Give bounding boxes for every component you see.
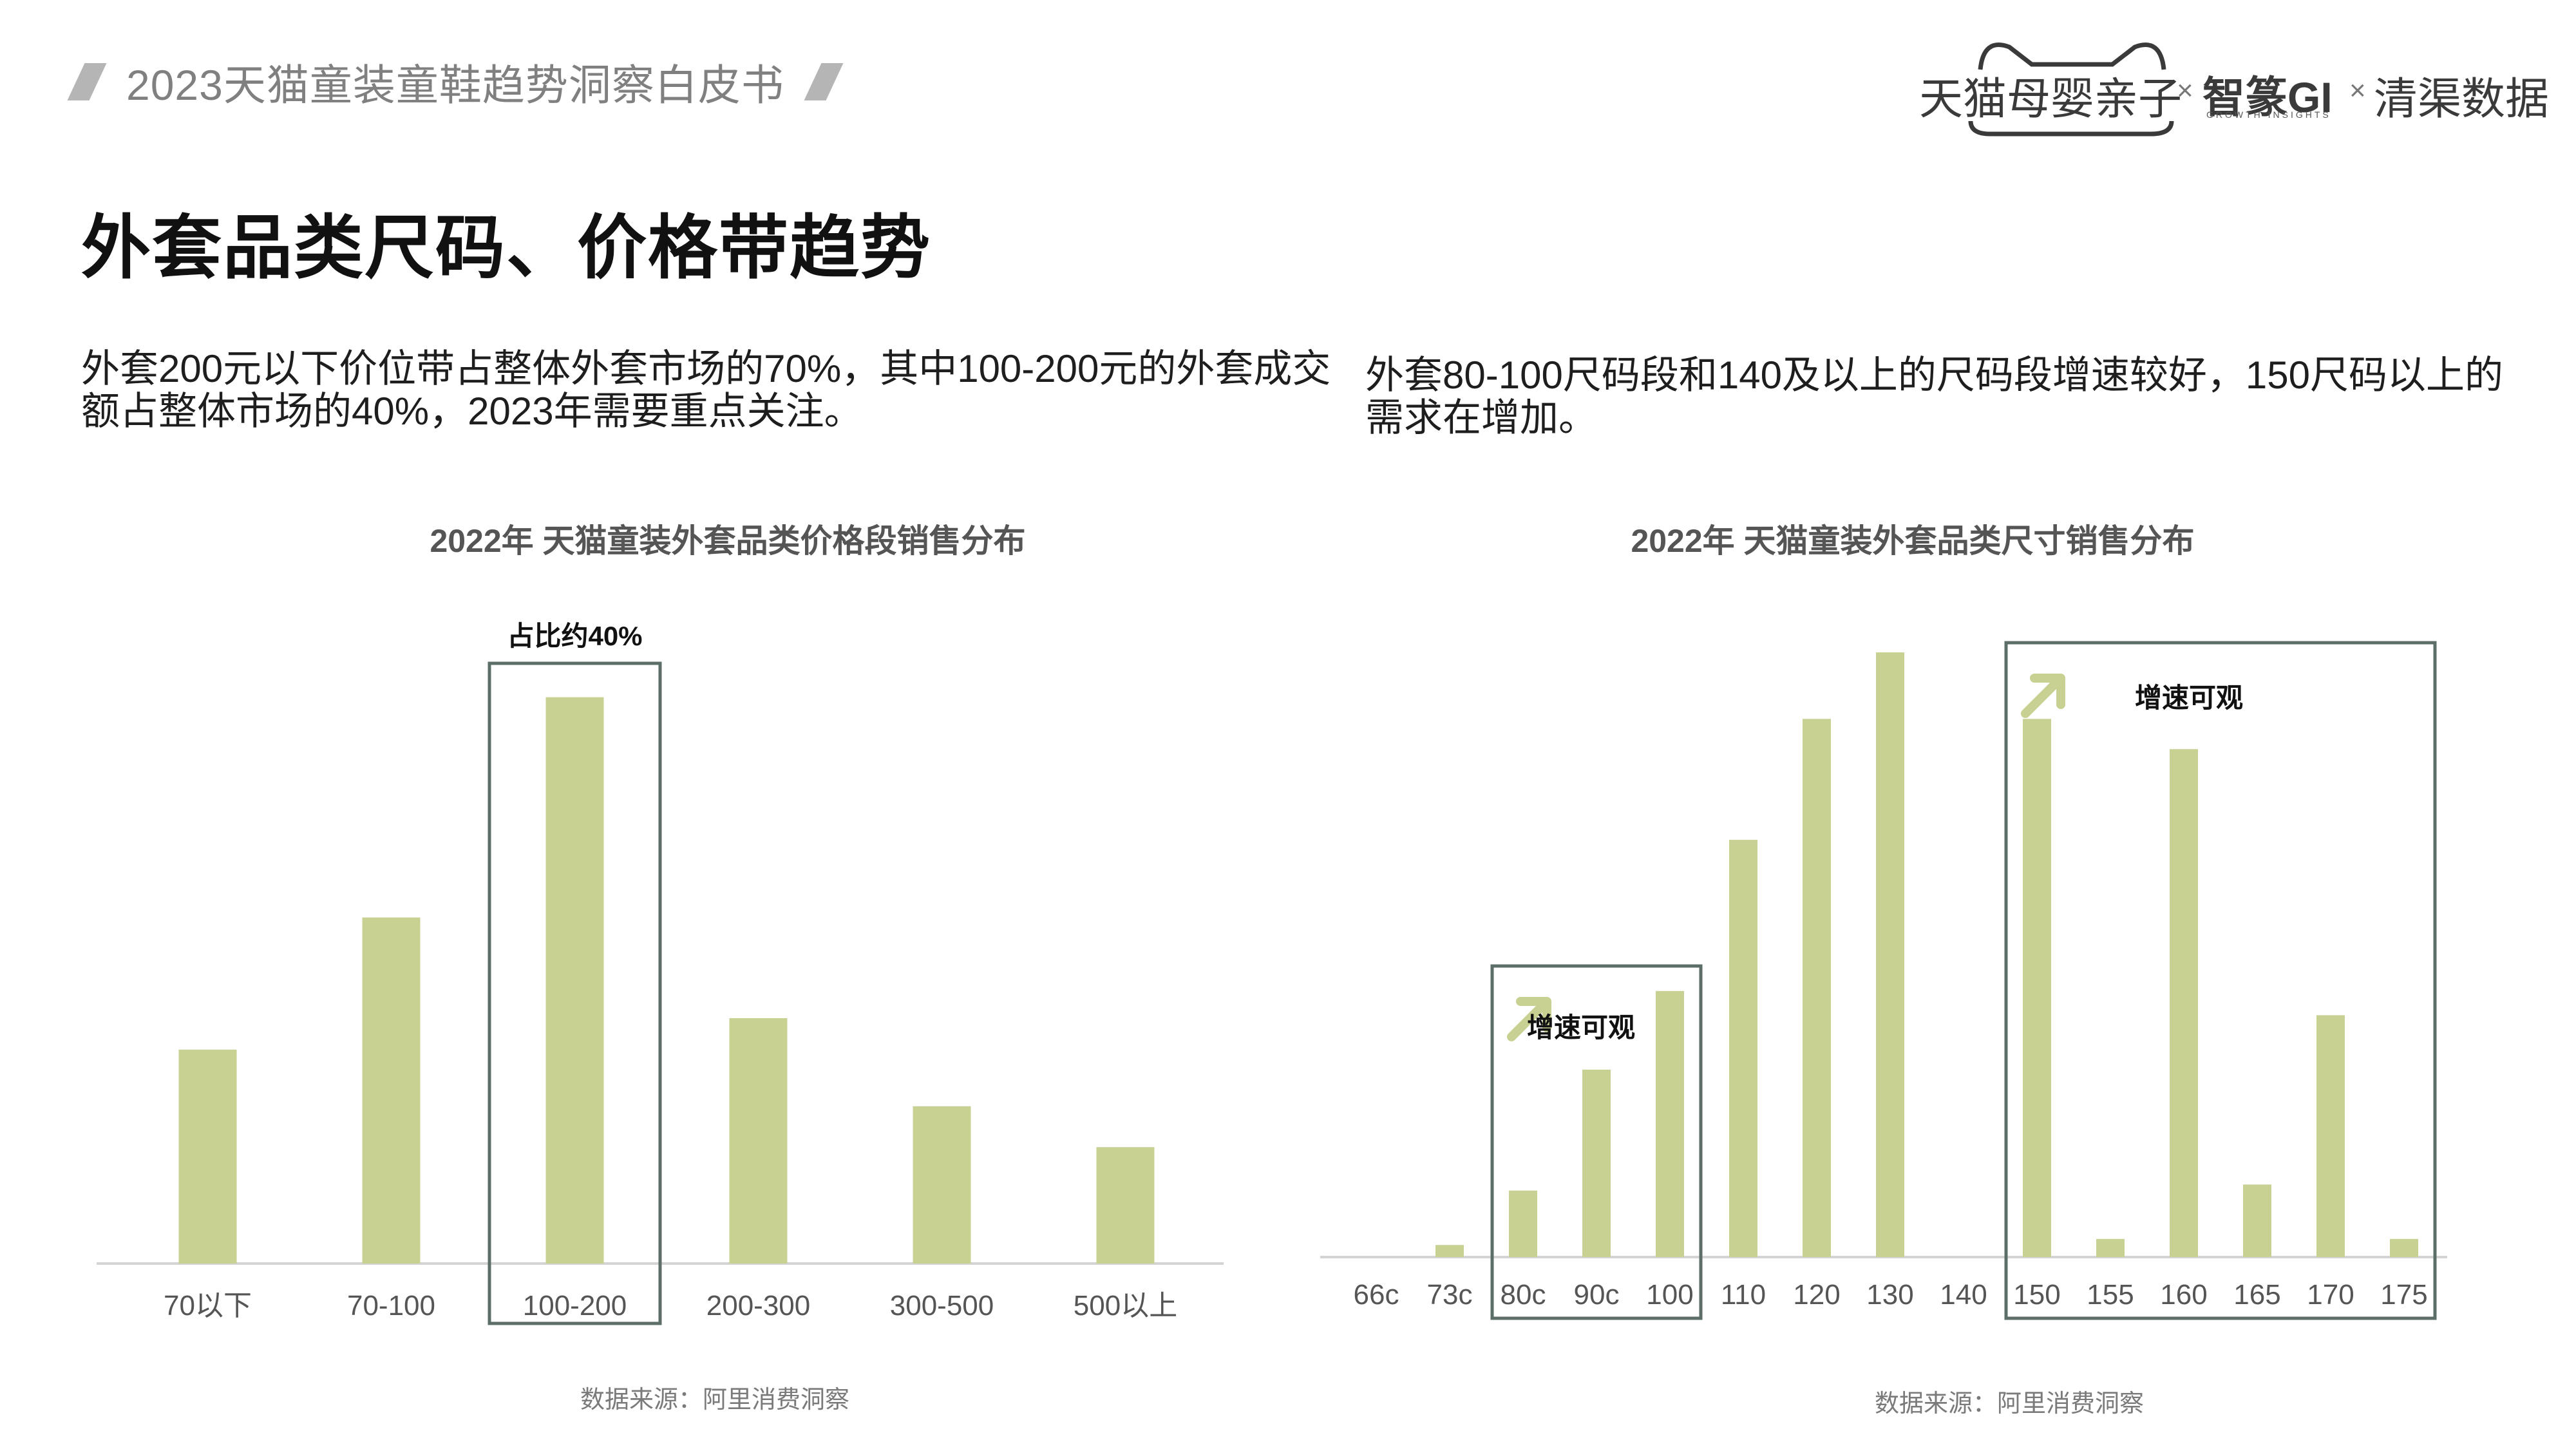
bar-165 [2243, 1184, 2271, 1257]
logo-tmall-baby: 天猫母婴亲子 [1919, 75, 2183, 124]
bar-150 [2023, 719, 2051, 1257]
logo-times-sign: × [2177, 75, 2193, 106]
bar-500以上 [1096, 1147, 1155, 1264]
tick-label: 175 [2380, 1279, 2427, 1311]
bar-170 [2316, 1015, 2345, 1257]
tick-label: 130 [1866, 1279, 1913, 1311]
tick-label: 150 [2013, 1279, 2060, 1311]
tick-label: 110 [1721, 1279, 1766, 1311]
highlight-annotation: 增速可观 [1527, 1012, 1635, 1043]
highlight-annotation: 占比约40% [507, 621, 642, 651]
tick-label: 170 [2307, 1279, 2354, 1311]
logo-growth-insights: 智篆GI [2202, 73, 2333, 121]
bar-90c [1582, 1069, 1611, 1257]
report-title: 2023天猫童装童鞋趋势洞察白皮书 [126, 61, 784, 109]
tick-label: 66c [1354, 1279, 1399, 1311]
tick-label: 120 [1793, 1279, 1840, 1311]
tick-label: 90c [1574, 1279, 1620, 1311]
tick-label: 140 [1940, 1279, 1987, 1311]
bar-100 [1656, 990, 1684, 1257]
tick-label: 100-200 [523, 1290, 627, 1321]
tick-label: 300-500 [890, 1290, 994, 1321]
bar-155 [2096, 1238, 2125, 1257]
tick-label: 160 [2160, 1279, 2207, 1311]
tick-label: 70-100 [347, 1290, 435, 1321]
chart-2: 66c 73c 80c 90c 100 110 120 130 140 150 155 160 165 1… [1320, 641, 2447, 1320]
tick-label: 73c [1427, 1279, 1473, 1311]
bar-73c [1435, 1245, 1464, 1257]
tick-label: 100 [1646, 1279, 1693, 1311]
bar-100-200 [545, 697, 604, 1264]
partner-logos: 天猫母婴亲子 × 智篆GI GROWTH INSIGHTS × 清渠数据 [1919, 24, 2549, 140]
bar-70以下 [178, 1049, 237, 1264]
logo-qingqu-data: 清渠数据 [2374, 75, 2550, 124]
logo-times-sign: × [2349, 75, 2366, 106]
left-data-source: 数据来源：阿里消费洞察 [580, 1387, 849, 1414]
highlight-box [2004, 641, 2437, 1320]
tick-label: 200-300 [706, 1290, 810, 1321]
report-header: 2023天猫童装童鞋趋势洞察白皮书 [64, 53, 846, 111]
bar-80c [1509, 1190, 1537, 1257]
highlight-annotation: 增速可观 [2135, 683, 2243, 713]
tick-label: 80c [1501, 1279, 1546, 1311]
right-description: 外套80-100尺码段和140及以上的尺码段增速较好，150尺码以上的需求在增加… [1365, 354, 2504, 439]
tick-label: 70以下 [164, 1290, 252, 1321]
right-data-source: 数据来源：阿里消费洞察 [1874, 1390, 2144, 1417]
chart-1: 70以下 70-100 100-200 200-300 300-500 500以上 占比约4… [97, 621, 1224, 1325]
highlight-box [488, 661, 662, 1325]
bar-175 [2390, 1238, 2418, 1257]
bar-70-100 [362, 917, 421, 1264]
bar-160 [2170, 749, 2198, 1257]
left-description: 外套200元以下价位带占整体外套市场的70%，其中100-200元的外套成交额占… [81, 347, 1331, 433]
growth-arrow-icon [2021, 674, 2065, 718]
bar-110 [1729, 840, 1757, 1257]
logo-growth-insights-sub: GROWTH INSIGHTS [2206, 109, 2331, 120]
tick-label: 155 [2087, 1279, 2134, 1311]
bar-300-500 [913, 1106, 971, 1264]
bar-200-300 [729, 1018, 788, 1264]
bar-130 [1876, 652, 1904, 1257]
growth-arrow-icon [1507, 997, 1551, 1041]
tick-label: 165 [2233, 1279, 2280, 1311]
right-chart-title: 2022年 天猫童装外套品类尺寸销售分布 [1631, 523, 2195, 559]
bar-120 [1803, 719, 1831, 1257]
left-chart-title: 2022年 天猫童装外套品类价格段销售分布 [430, 523, 1026, 559]
highlight-box [1490, 964, 1703, 1320]
page-title: 外套品类尺码、价格带趋势 [81, 209, 932, 287]
tick-label: 500以上 [1074, 1290, 1177, 1321]
tmall-cat-outline-icon [1968, 43, 2174, 137]
